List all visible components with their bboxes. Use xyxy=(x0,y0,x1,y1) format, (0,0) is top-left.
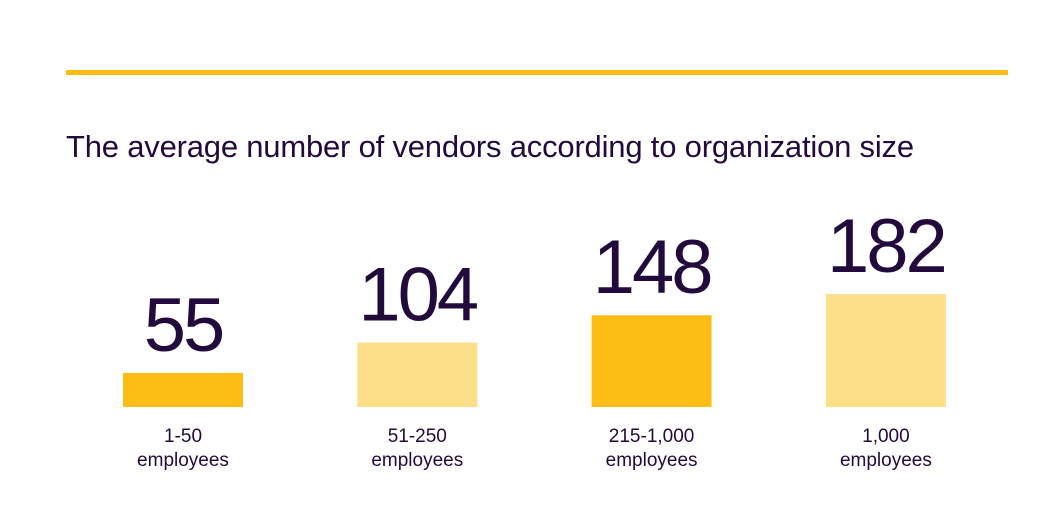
bar-3 xyxy=(591,315,712,407)
category-label-1-line-2: employees xyxy=(137,450,229,471)
category-label-1-line-1: 1-50 xyxy=(164,426,202,447)
category-label-2-line-2: employees xyxy=(371,450,463,471)
bar-value-label-4: 182 xyxy=(827,204,945,289)
bar-value-label-3: 148 xyxy=(593,225,711,310)
bar-value-label-2: 104 xyxy=(358,253,478,338)
accent-rule xyxy=(66,70,1008,75)
bar-4 xyxy=(825,294,946,407)
category-label-3-line-1: 215-1,000 xyxy=(609,426,695,447)
category-label-3-line-2: employees xyxy=(606,450,698,471)
chart-title: The average number of vendors according … xyxy=(66,129,914,164)
category-label-4-line-1: 1,000 xyxy=(862,426,910,447)
bar-2 xyxy=(357,342,478,407)
category-label-4-line-2: employees xyxy=(840,450,932,471)
category-label-2-line-1: 51-250 xyxy=(388,426,447,447)
bar-1 xyxy=(123,372,243,407)
bar-value-label-1: 55 xyxy=(144,283,223,368)
